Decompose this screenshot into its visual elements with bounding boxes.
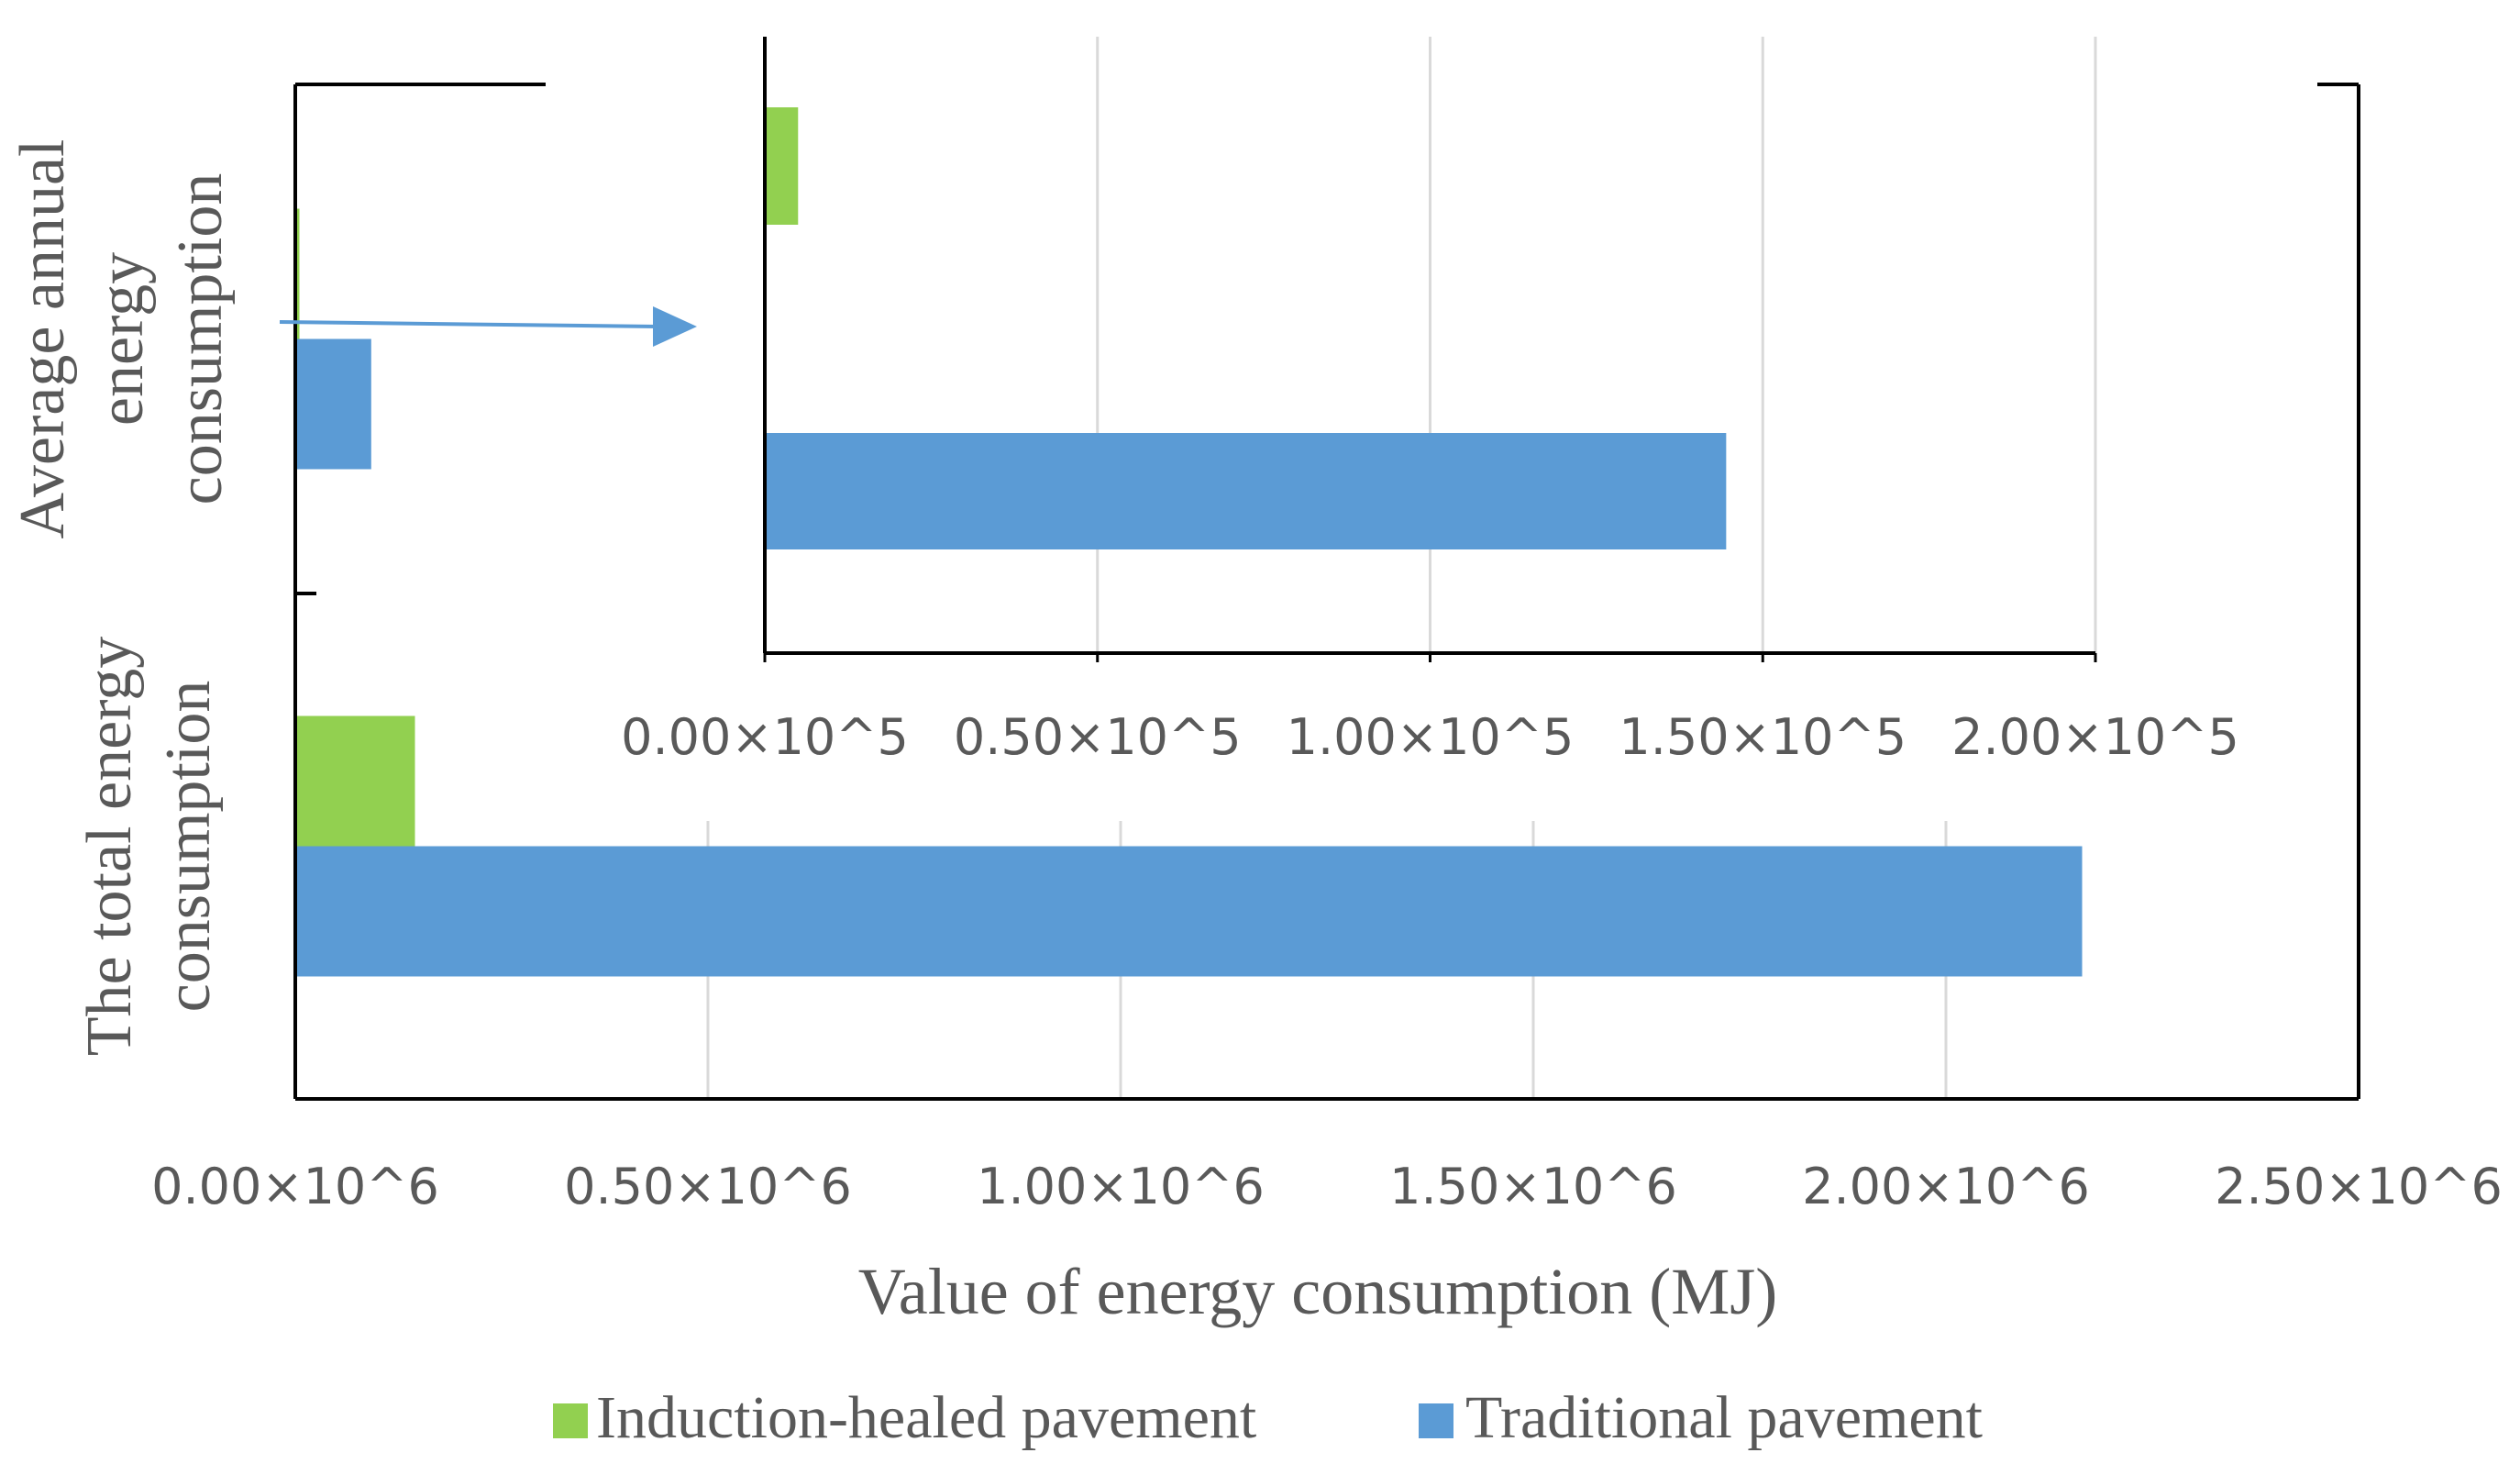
inset-x-tick-label: 0.00×10^5 xyxy=(621,708,909,766)
main-x-tick-label: 2.00×10^6 xyxy=(1802,1158,2090,1215)
inset-x-tick-label: 2.00×10^5 xyxy=(1951,708,2239,766)
inset-x-tick-label: 1.00×10^5 xyxy=(1287,708,1575,766)
category-label: The total energy xyxy=(74,637,145,1056)
main-bar-induction-total xyxy=(295,715,415,847)
main-x-tick-labels: 0.00×10^6 0.50×10^6 1.00×10^6 1.50×10^6 2.00… xyxy=(151,1158,2503,1215)
main-bar-traditional-total xyxy=(295,846,2083,977)
main-plot-frame xyxy=(293,83,2360,1101)
main-x-tick-label: 0.50×10^6 xyxy=(564,1158,852,1215)
inset-bar-induction xyxy=(765,107,799,225)
x-axis-title: Value of energy consumption (MJ) xyxy=(858,1255,1777,1328)
main-x-tick-label: 0.00×10^6 xyxy=(151,1158,439,1215)
category-label: energy xyxy=(86,252,157,426)
zoom-arrow-head xyxy=(653,306,697,347)
main-x-tick-label: 1.50×10^6 xyxy=(1389,1158,1677,1215)
category-label: Average annual xyxy=(7,139,78,539)
main-bar-traditional-annual xyxy=(295,338,371,470)
legend: Induction-healed pavement Traditional pav… xyxy=(553,1384,1983,1451)
inset-chart: 0.00×10^5 0.50×10^5 1.00×10^5 1.50×10^5 2.00… xyxy=(621,37,2239,766)
zoom-arrow xyxy=(279,306,697,347)
category-label: consumption xyxy=(165,173,236,505)
main-x-tick-label: 1.00×10^6 xyxy=(977,1158,1265,1215)
legend-label: Induction-healed pavement xyxy=(596,1384,1256,1451)
main-bars xyxy=(295,208,2083,977)
main-x-tick-label: 2.50×10^6 xyxy=(2215,1158,2503,1215)
category-label: consumption xyxy=(153,681,224,1013)
legend-swatch xyxy=(1419,1403,1453,1438)
zoom-arrow-line xyxy=(279,320,659,328)
inset-bar-traditional xyxy=(765,433,1727,549)
inset-x-tick-label: 0.50×10^5 xyxy=(954,708,1242,766)
main-bar-induction-annual xyxy=(295,208,300,339)
inset-x-tick-label: 1.50×10^5 xyxy=(1619,708,1907,766)
legend-swatch xyxy=(553,1403,588,1438)
legend-label: Traditional pavement xyxy=(1465,1384,1983,1451)
